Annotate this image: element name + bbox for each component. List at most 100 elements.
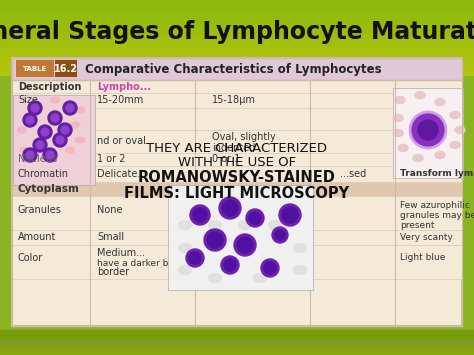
Text: Amount: Amount xyxy=(18,232,56,242)
Ellipse shape xyxy=(455,126,465,133)
Ellipse shape xyxy=(20,147,29,153)
Ellipse shape xyxy=(209,273,221,283)
Bar xyxy=(0,6,474,7)
Bar xyxy=(0,70,474,71)
Bar xyxy=(0,343,474,344)
Text: ...th: ...th xyxy=(212,258,231,268)
Bar xyxy=(0,333,474,334)
Circle shape xyxy=(43,148,57,162)
Bar xyxy=(0,8,474,9)
Circle shape xyxy=(186,249,204,267)
Bar xyxy=(13,95,95,185)
Bar xyxy=(0,345,474,346)
Circle shape xyxy=(204,229,226,251)
Text: Oval, slightly: Oval, slightly xyxy=(212,132,276,142)
Bar xyxy=(0,62,474,63)
Circle shape xyxy=(222,200,238,216)
Bar xyxy=(0,17,474,18)
Text: 0 or 1: 0 or 1 xyxy=(212,154,240,164)
Bar xyxy=(12,93,462,108)
Bar xyxy=(0,334,474,335)
Bar xyxy=(0,10,474,11)
Bar xyxy=(0,44,474,45)
Circle shape xyxy=(264,262,276,274)
Circle shape xyxy=(46,151,54,159)
Bar xyxy=(0,52,474,53)
Circle shape xyxy=(410,112,446,148)
Text: Granules: Granules xyxy=(18,205,62,215)
Bar xyxy=(0,20,474,21)
Bar xyxy=(0,32,474,33)
Bar xyxy=(0,339,474,340)
Bar xyxy=(0,27,474,28)
Text: 15-18μm: 15-18μm xyxy=(212,95,256,105)
Text: have a darker blue: have a darker blue xyxy=(97,258,182,268)
Ellipse shape xyxy=(268,220,282,229)
Bar xyxy=(0,7,474,8)
Bar xyxy=(0,51,474,52)
Text: indented: indented xyxy=(212,143,255,153)
Ellipse shape xyxy=(395,97,405,104)
Text: ...sed: ...sed xyxy=(340,169,366,179)
Bar xyxy=(0,338,474,339)
Circle shape xyxy=(190,205,210,225)
Circle shape xyxy=(193,208,207,222)
Text: 1 or 2: 1 or 2 xyxy=(97,154,126,164)
Bar xyxy=(0,71,474,72)
Circle shape xyxy=(51,114,59,122)
Text: present: present xyxy=(400,220,435,229)
Bar xyxy=(0,344,474,345)
FancyBboxPatch shape xyxy=(55,60,77,77)
Bar xyxy=(0,9,474,10)
Circle shape xyxy=(36,141,44,149)
Bar xyxy=(0,352,474,353)
Circle shape xyxy=(23,113,37,127)
Circle shape xyxy=(58,123,72,137)
Bar xyxy=(0,330,474,331)
Bar xyxy=(0,42,474,43)
Bar xyxy=(0,61,474,62)
Ellipse shape xyxy=(415,92,425,98)
Text: Chromatin: Chromatin xyxy=(18,169,69,179)
Circle shape xyxy=(189,252,201,264)
Bar xyxy=(0,57,474,58)
Circle shape xyxy=(26,116,34,124)
Bar xyxy=(0,38,474,39)
Bar xyxy=(0,18,474,19)
FancyBboxPatch shape xyxy=(12,58,462,326)
Ellipse shape xyxy=(398,144,408,152)
Bar xyxy=(0,349,474,350)
Ellipse shape xyxy=(209,220,221,229)
Ellipse shape xyxy=(450,111,460,119)
Text: Lympho...: Lympho... xyxy=(97,82,151,92)
Text: Size: Size xyxy=(18,95,38,105)
Bar xyxy=(0,64,474,65)
Bar xyxy=(0,332,474,333)
Circle shape xyxy=(249,212,261,224)
Text: a thin rim of darker: a thin rim of darker xyxy=(212,268,293,277)
Text: Color: Color xyxy=(18,253,43,263)
Bar xyxy=(0,58,474,59)
Bar xyxy=(0,67,474,68)
Text: Light blue: Light blue xyxy=(400,253,446,262)
Bar xyxy=(12,80,462,93)
Bar xyxy=(0,59,474,60)
Circle shape xyxy=(61,126,69,134)
Bar xyxy=(0,72,474,73)
Bar xyxy=(12,130,462,153)
Bar xyxy=(12,182,462,196)
Text: Very scanty: Very scanty xyxy=(400,233,453,241)
Circle shape xyxy=(38,125,52,139)
Bar xyxy=(0,48,474,49)
Bar xyxy=(0,337,474,338)
Bar xyxy=(0,25,474,26)
Ellipse shape xyxy=(65,147,74,153)
Bar xyxy=(0,3,474,4)
Bar xyxy=(0,63,474,64)
Text: Small: Small xyxy=(97,232,124,242)
Bar xyxy=(0,65,474,66)
Text: Medium...: Medium... xyxy=(97,248,145,258)
Bar xyxy=(12,245,462,279)
Text: TABLE: TABLE xyxy=(23,66,47,72)
Bar xyxy=(0,14,474,15)
